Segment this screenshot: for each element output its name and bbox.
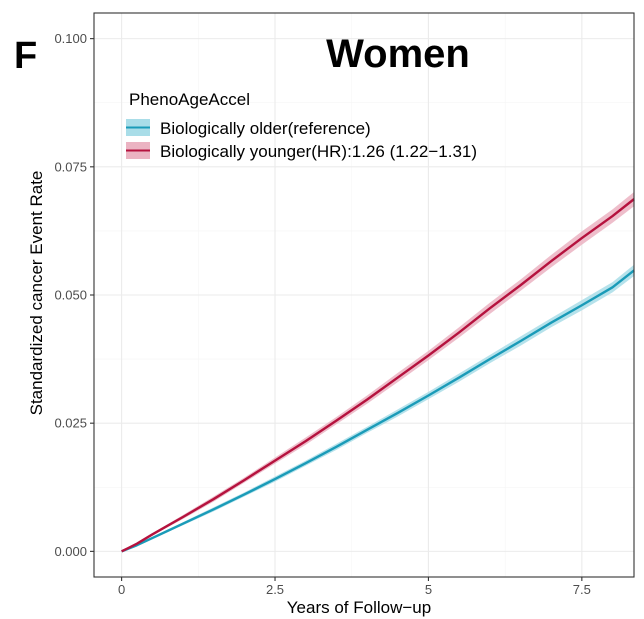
x-tick-label: 0 xyxy=(118,582,125,597)
y-tick-label: 0.025 xyxy=(54,416,87,431)
y-tick-label: 0.100 xyxy=(54,31,87,46)
x-tick-label: 5 xyxy=(425,582,432,597)
y-tick-label: 0.050 xyxy=(54,288,87,303)
y-tick-label: 0.000 xyxy=(54,544,87,559)
x-tick-label: 7.5 xyxy=(573,582,591,597)
grid xyxy=(94,13,634,577)
x-axis: 0 2.5 5 7.5 xyxy=(118,577,591,597)
legend-item-younger: Biologically younger(HR):1.26 (1.22−1.31… xyxy=(126,142,477,161)
panel-letter: F xyxy=(14,35,37,77)
y-axis-title: Standardized cancer Event Rate xyxy=(27,171,46,416)
y-tick-label: 0.075 xyxy=(54,159,87,174)
legend: PhenoAgeAccel Biologically older(referen… xyxy=(126,90,477,161)
series-lines xyxy=(121,198,635,553)
chart-title: Women xyxy=(326,32,470,76)
legend-item-older: Biologically older(reference) xyxy=(126,119,371,138)
y-axis: 0.000 0.025 0.050 0.075 0.100 xyxy=(54,31,94,559)
series-line-0 xyxy=(121,269,635,553)
series-line-1 xyxy=(121,198,635,553)
x-axis-title: Years of Follow−up xyxy=(287,598,431,617)
x-tick-label: 2.5 xyxy=(266,582,284,597)
legend-title: PhenoAgeAccel xyxy=(129,90,250,109)
legend-label-younger: Biologically younger(HR):1.26 (1.22−1.31… xyxy=(160,142,477,161)
legend-label-older: Biologically older(reference) xyxy=(160,119,371,138)
